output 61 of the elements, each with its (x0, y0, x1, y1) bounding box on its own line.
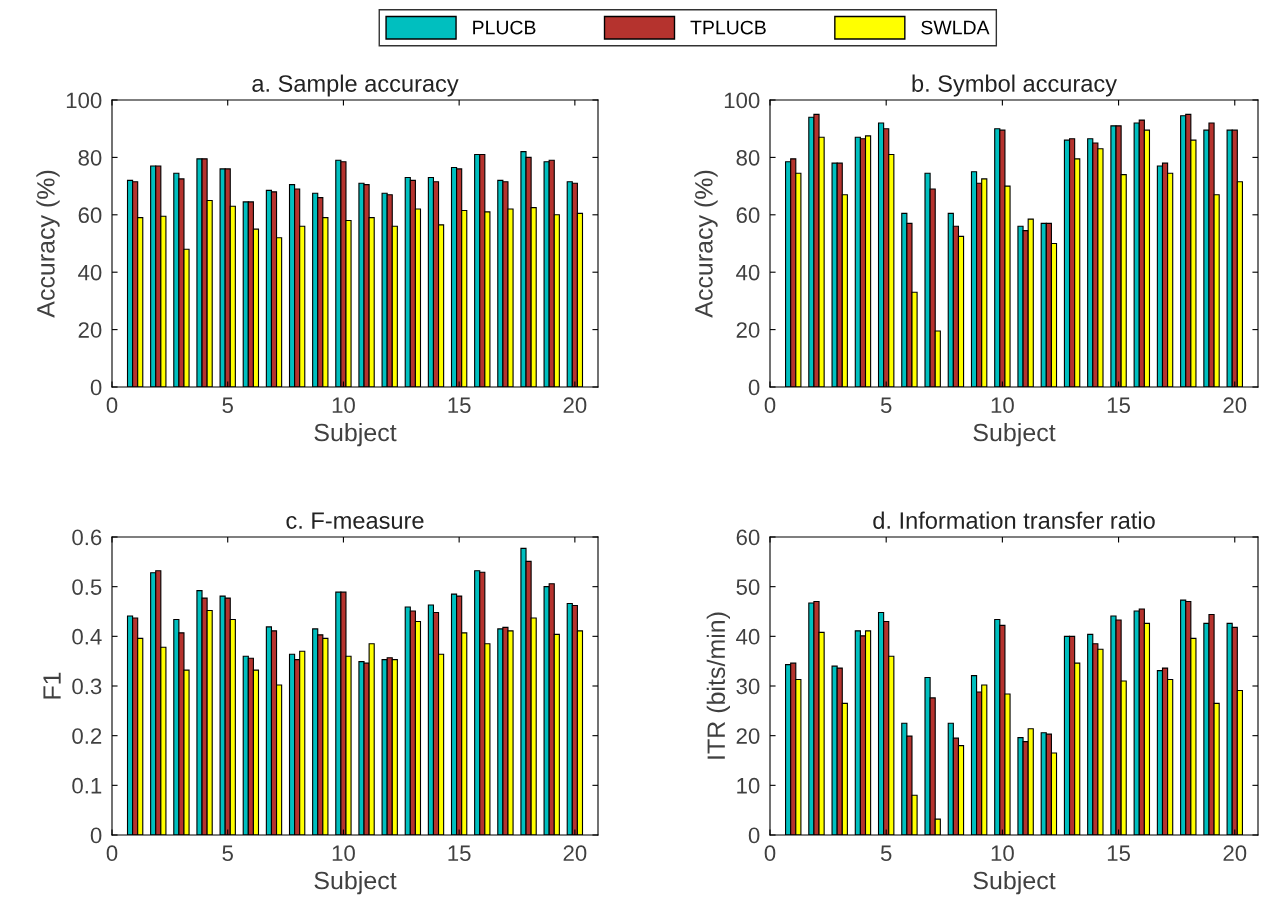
x-tick-label: 15 (1107, 845, 1130, 862)
y-tick-label: 0 (748, 379, 760, 396)
y-tick-label: 0.3 (72, 678, 102, 695)
y-tick-label: 60 (736, 529, 760, 546)
y-axis-title: ITR (bits/min) (706, 612, 730, 759)
y-tick-label: 60 (736, 207, 760, 224)
y-tick-label: 0.5 (72, 579, 102, 595)
chart-title: d. Information transfer ratio (873, 511, 1155, 529)
x-tick-label: 15 (1107, 397, 1130, 414)
x-tick-label: 0 (764, 845, 776, 862)
x-tick-label: 10 (991, 845, 1014, 862)
y-axis-title: Accuracy (%) (36, 170, 60, 318)
legend-label: SWLDA (921, 20, 990, 35)
y-tick-label: 60 (78, 207, 102, 224)
x-tick-label: 10 (332, 845, 355, 862)
y-tick-label: 0.4 (72, 628, 102, 645)
y-axis-title: Accuracy (%) (694, 170, 718, 318)
chart-title: c. F-measure (286, 512, 424, 529)
x-tick-label: 20 (1223, 397, 1247, 414)
y-tick-label: 100 (724, 92, 760, 109)
x-tick-label: 20 (563, 845, 587, 862)
legend-label: PLUCB (473, 20, 536, 35)
x-tick-label: 5 (880, 397, 892, 414)
legend-label: TPLUCB (690, 20, 766, 35)
y-tick-label: 80 (736, 149, 760, 166)
y-tick-label: 0 (90, 379, 102, 396)
x-tick-label: 20 (563, 397, 587, 414)
x-tick-label: 10 (991, 397, 1014, 414)
y-tick-label: 50 (736, 579, 760, 595)
chart-title: a. Sample accuracy (252, 74, 459, 97)
x-tick-label: 5 (222, 845, 233, 862)
y-tick-label: 40 (736, 628, 760, 645)
y-tick-label: 20 (736, 322, 760, 338)
x-tick-label: 5 (222, 397, 233, 414)
y-axis-title: F1 (43, 672, 61, 699)
x-tick-label: 0 (106, 397, 118, 414)
y-tick-label: 0 (748, 827, 760, 844)
y-tick-label: 40 (78, 264, 102, 281)
chart-title: b. Symbol accuracy (912, 74, 1117, 97)
x-tick-label: 15 (448, 845, 471, 862)
y-tick-label: 40 (736, 264, 760, 281)
x-tick-label: 0 (106, 845, 118, 862)
y-tick-label: 0.1 (72, 777, 102, 794)
y-tick-label: 0.6 (72, 529, 102, 546)
x-axis-title: Subject (973, 422, 1056, 447)
x-tick-label: 15 (448, 397, 471, 414)
x-axis-title: Subject (973, 870, 1056, 895)
x-tick-label: 0 (764, 397, 776, 414)
y-tick-label: 30 (736, 678, 760, 695)
x-axis-title: Subject (314, 422, 397, 447)
x-axis-title: Subject (314, 870, 397, 895)
y-tick-label: 10 (737, 777, 760, 794)
y-tick-label: 80 (78, 149, 102, 166)
y-tick-label: 0 (90, 827, 102, 844)
y-tick-label: 20 (736, 728, 760, 744)
y-tick-label: 20 (78, 322, 102, 338)
y-tick-label: 100 (66, 92, 102, 109)
x-tick-label: 10 (332, 397, 355, 414)
x-tick-label: 20 (1223, 845, 1247, 862)
y-tick-label: 0.2 (72, 728, 102, 744)
x-tick-label: 5 (880, 845, 892, 862)
